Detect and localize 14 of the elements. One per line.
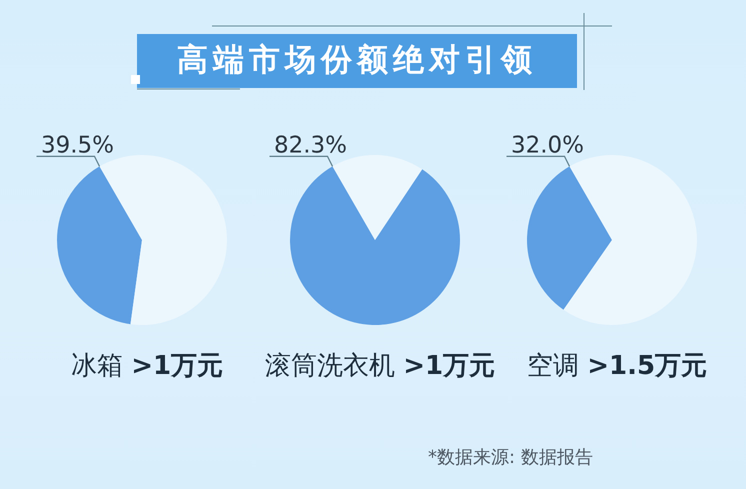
pie-slice [100,155,227,325]
pie-slice [57,166,142,324]
text: 冰箱 >1万元 [70,351,224,381]
pie-slice [290,166,460,325]
pie-slice [332,155,422,240]
pie-slice [527,166,612,310]
data-label: 39.5% [40,132,114,158]
text: 空调 >1.5万元 [526,351,708,381]
data-label: 32.0% [510,132,584,158]
text: 滚筒洗衣机 >1万元 [264,351,496,381]
text: 高端市场份额绝对引领 [177,42,537,78]
pie-slice [563,155,697,325]
text: *数据来源: 数据报告 [428,447,593,468]
data-label: 82.3% [274,132,348,158]
